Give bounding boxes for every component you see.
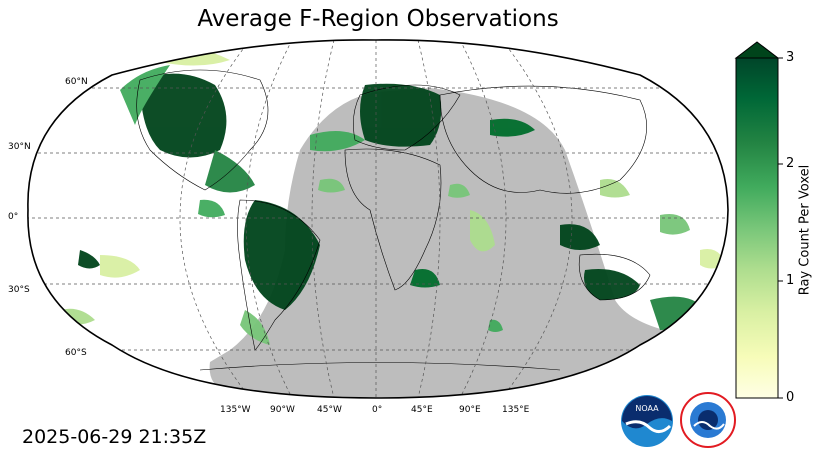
colorbar-label: Ray Count Per Voxel — [797, 164, 813, 296]
colorbar-tick-3: 3 — [786, 50, 795, 65]
colorbar-tick-0: 0 — [786, 390, 795, 405]
lat-label-0: 0° — [8, 212, 18, 222]
lon-label-45w: 45°W — [317, 405, 342, 415]
lon-label-0: 0° — [372, 405, 382, 415]
chart-title: Average F-Region Observations — [197, 6, 559, 32]
lon-label-90e: 90°E — [459, 405, 481, 415]
nws-logo — [680, 392, 736, 448]
lon-label-90w: 90°W — [270, 405, 295, 415]
colorbar-extend-max — [734, 41, 780, 59]
map-boundary — [27, 39, 729, 399]
noaa-logo: NOAA — [621, 395, 673, 447]
lon-label-135w: 135°W — [220, 405, 251, 415]
timestamp: 2025-06-29 21:35Z — [22, 426, 207, 448]
lat-label-30n: 30°N — [8, 142, 31, 152]
colorbar-tick-2: 2 — [786, 156, 795, 171]
graticule — [27, 39, 728, 399]
colorbar-ticks — [778, 57, 783, 399]
lon-label-45e: 45°E — [411, 405, 433, 415]
map-plot-area — [27, 39, 728, 399]
colorbar — [735, 57, 779, 399]
colorbar-tick-1: 1 — [786, 273, 795, 288]
lon-label-135e: 135°E — [502, 405, 530, 415]
noaa-logo-text: NOAA — [635, 404, 659, 413]
lat-label-60s: 60°S — [65, 348, 87, 358]
lat-label-60n: 60°N — [65, 77, 88, 87]
lat-label-30s: 30°S — [8, 285, 30, 295]
